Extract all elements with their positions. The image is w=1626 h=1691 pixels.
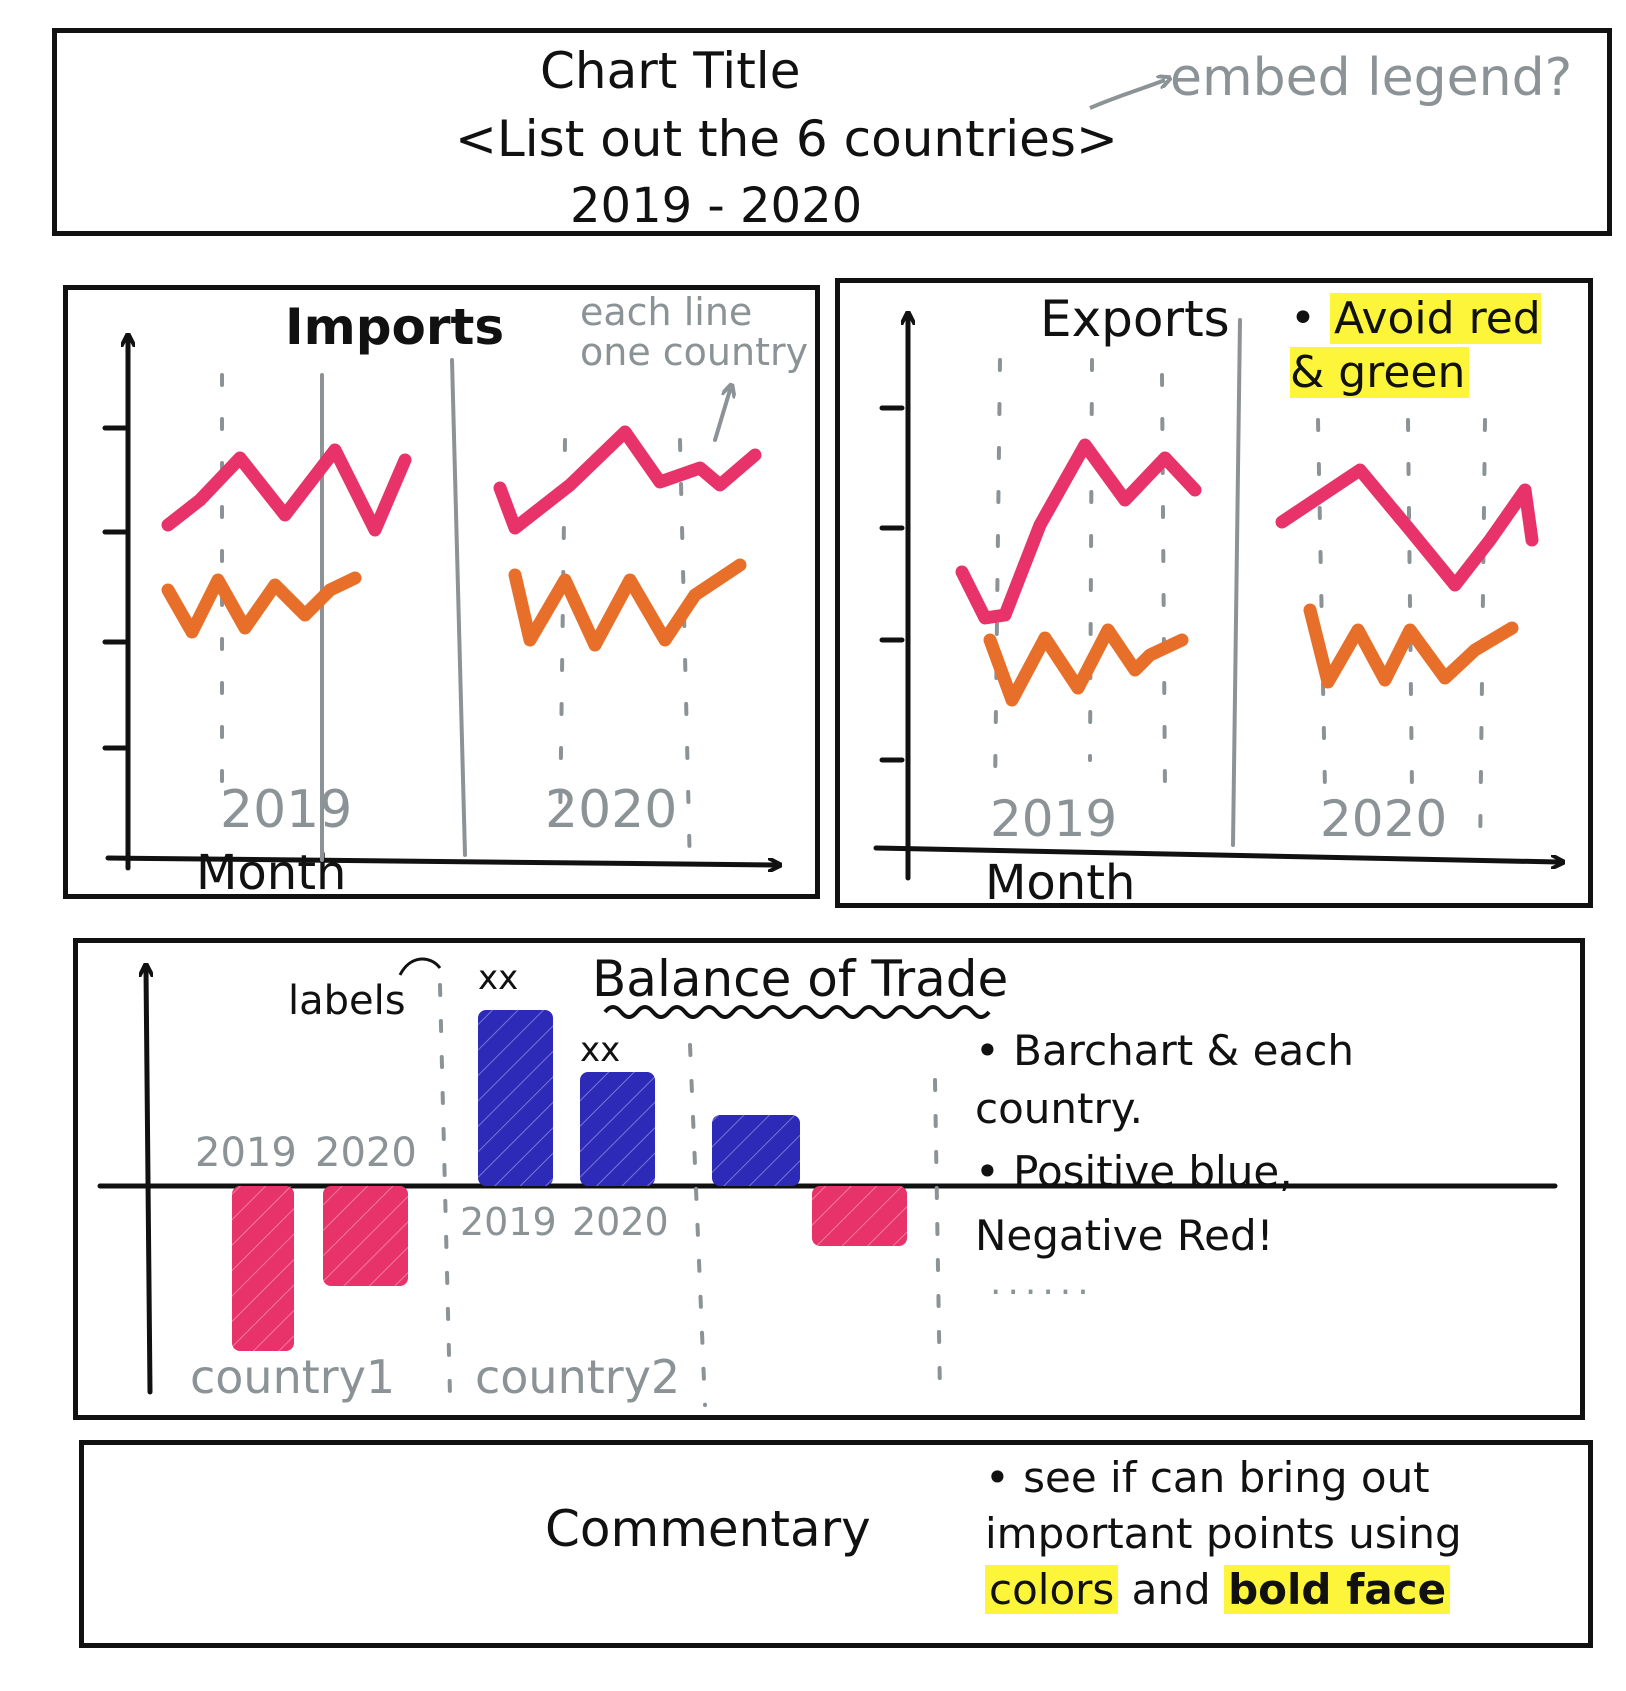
commentary-title: Commentary (545, 1500, 871, 1558)
labels-note-arrow (398, 957, 442, 976)
balance-divider (688, 1043, 707, 1407)
imports-line-orange-2019 (161, 571, 362, 639)
chart-years: 2019 - 2020 (570, 178, 863, 234)
bar-country2-2020-hatch (580, 1072, 655, 1186)
balance-ellipsis: ...... (990, 1262, 1095, 1303)
imports-line-pink-2020 (493, 425, 762, 535)
imports-line-orange-2020 (508, 558, 747, 652)
balance-gridlines (438, 983, 942, 1407)
imports-year-2019: 2019 (220, 780, 353, 840)
exports-note-bullet: • (1290, 293, 1330, 344)
balance-axes (97, 970, 1558, 1395)
exports-year-divider (1231, 318, 1242, 847)
commentary-note-text: see if can bring out important points us… (985, 1453, 1462, 1558)
exports-grid-dashed (993, 358, 1002, 792)
balance-note-1-text: Barchart & each country. (975, 1026, 1354, 1133)
exports-grid-dashed (1316, 418, 1327, 792)
balance-divider (438, 983, 452, 1397)
imports-year-2020: 2020 (545, 780, 678, 840)
exports-grid-dashed (1406, 418, 1414, 792)
imports-grid-dashed (678, 438, 692, 872)
exports-xlabel: Month (985, 855, 1136, 911)
value-label-2: xx (580, 1030, 621, 1070)
commentary-and: and (1131, 1565, 1211, 1614)
value-label-1: xx (478, 958, 519, 998)
exports-title: Exports (1040, 290, 1230, 348)
exports-grid-dashed (1088, 358, 1094, 762)
chart-title: Chart Title (540, 42, 801, 100)
imports-line-pink-2019 (161, 443, 412, 537)
balance-title: Balance of Trade (592, 950, 1009, 1008)
balance-note-1: • Barchart & each country. (975, 1022, 1475, 1138)
chart-subtitle: <List out the 6 countries> (455, 110, 1118, 168)
exports-note: • Avoid red & green (1290, 292, 1580, 400)
bar-country3-2020-hatch (812, 1186, 907, 1246)
imports-gridlines (220, 358, 730, 872)
balance-bars (232, 1010, 907, 1351)
imports-title: Imports (285, 298, 505, 356)
imports-note: each line one country (580, 290, 809, 374)
labels-note: labels (288, 978, 406, 1024)
bar-country1-2019-hatch (232, 1186, 294, 1351)
exports-axes (873, 318, 1558, 881)
bullet: • (975, 1026, 1014, 1075)
header-box (52, 28, 1612, 236)
imports-x-axis (105, 855, 775, 865)
commentary-note: • see if can bring out important points … (985, 1450, 1585, 1618)
balance-y-axis (146, 970, 150, 1395)
bar-country1-2020-hatch (323, 1186, 408, 1286)
country-label-2: country2 (475, 1350, 681, 1404)
highlight-colors: colors (985, 1565, 1119, 1614)
country-label-1: country1 (190, 1350, 396, 1404)
bar-country3-2019-hatch (712, 1115, 800, 1186)
exports-year-2019: 2019 (990, 790, 1118, 848)
bar-year-2020-b: 2020 (572, 1200, 669, 1244)
imports-axes (102, 340, 775, 868)
balance-title-underline (603, 1005, 991, 1019)
exports-grid-dashed (1478, 418, 1487, 857)
legend-note: embed legend? (1170, 48, 1573, 108)
bar-year-2019-b: 2019 (460, 1200, 557, 1244)
exports-line-pink-2019 (955, 438, 1202, 625)
exports-grid-dashed (1160, 373, 1167, 792)
imports-lines (161, 425, 762, 652)
imports-year-divider (450, 358, 467, 857)
highlight-bold-face: bold face (1224, 1565, 1451, 1614)
exports-year-2020: 2020 (1320, 790, 1448, 848)
bullet: • (985, 1453, 1024, 1502)
legend-note-arrow (1089, 80, 1165, 110)
bar-year-2019-a: 2019 (195, 1130, 297, 1176)
exports-line-pink-2020 (1275, 463, 1539, 592)
imports-note-arrow (713, 390, 730, 442)
exports-lines (955, 438, 1539, 707)
exports-line-orange-2020 (1303, 603, 1519, 689)
exports-line-orange-2019 (983, 623, 1189, 707)
exports-x-axis (873, 845, 1558, 862)
exports-gridlines (993, 318, 1487, 857)
balance-panel (73, 938, 1585, 1420)
bar-country2-2019-hatch (478, 1010, 553, 1186)
balance-divider (933, 1078, 942, 1397)
bar-year-2020-a: 2020 (315, 1130, 417, 1176)
